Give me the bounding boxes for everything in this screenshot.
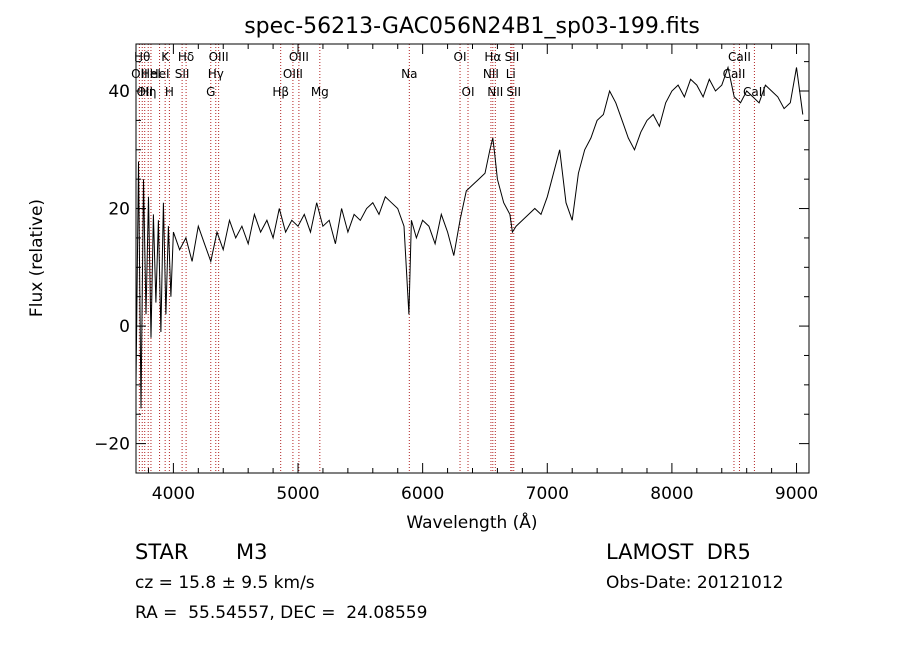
x-axis-ticks: 4000 5000 6000 7000 8000 9000 bbox=[147, 44, 818, 504]
y-tick-label: 0 bbox=[119, 317, 130, 337]
line-label-hθ: Hθ bbox=[134, 50, 150, 64]
line-label-caii: CaII bbox=[728, 50, 751, 64]
x-tick-label: 5000 bbox=[276, 484, 319, 504]
line-label-na: Na bbox=[401, 67, 417, 81]
survey-name: LAMOST DR5 bbox=[606, 540, 751, 564]
x-tick-label: 7000 bbox=[526, 484, 569, 504]
line-label-oi: OI bbox=[454, 50, 467, 64]
line-label-nii: NII bbox=[487, 85, 503, 99]
y-axis-label: Flux (relative) bbox=[27, 199, 47, 317]
line-label-hβ: Hβ bbox=[272, 85, 289, 99]
line-label-oii: OII bbox=[131, 67, 148, 81]
line-label-oiii: OIII bbox=[209, 50, 229, 64]
line-label-hei: HeI bbox=[141, 67, 161, 81]
x-tick-label: 4000 bbox=[152, 484, 195, 504]
x-tick-label: 6000 bbox=[401, 484, 444, 504]
x-tick-label: 9000 bbox=[775, 484, 818, 504]
line-label-sii: SII bbox=[506, 85, 521, 99]
object-class: STAR bbox=[135, 540, 189, 564]
y-tick-label: 40 bbox=[108, 82, 130, 102]
line-label-hδ: Hδ bbox=[178, 50, 194, 64]
line-label-oi: OI bbox=[462, 85, 475, 99]
line-label-hη: Hη bbox=[140, 85, 157, 99]
line-label-sii: SII bbox=[505, 50, 520, 64]
line-label-sii: SII bbox=[175, 67, 190, 81]
spectral-line-labels: OIIHθOIIHηHeIHeIKHSIIHδGHγOIIIHβOIIIOIII… bbox=[131, 50, 766, 99]
coordinates-text: RA = 55.54557, DEC = 24.08559 bbox=[135, 603, 428, 623]
y-axis-ticks: −20 0 20 40 bbox=[94, 61, 809, 455]
line-label-oiii: OIII bbox=[289, 50, 309, 64]
line-label-mg: Mg bbox=[311, 85, 329, 99]
x-tick-label: 8000 bbox=[650, 484, 693, 504]
y-tick-label: 20 bbox=[108, 200, 130, 220]
line-label-oii: OII bbox=[136, 85, 153, 99]
x-axis-label: Wavelength (Å) bbox=[406, 511, 537, 533]
line-label-hei: HeI bbox=[150, 67, 170, 81]
line-label-g: G bbox=[206, 85, 215, 99]
line-label-hα: Hα bbox=[484, 50, 501, 64]
redshift-text: cz = 15.8 ± 9.5 km/s bbox=[135, 573, 315, 593]
plot-frame bbox=[135, 43, 810, 474]
y-tick-label: −20 bbox=[94, 435, 130, 455]
observation-date: Obs-Date: 20121012 bbox=[606, 573, 784, 593]
line-label-k: K bbox=[161, 50, 170, 64]
chart-title: spec-56213-GAC056N24B1_sp03-199.fits bbox=[244, 14, 700, 39]
line-label-hγ: Hγ bbox=[208, 67, 224, 81]
line-label-li: Li bbox=[506, 67, 516, 81]
spectrum-line bbox=[135, 65, 804, 409]
line-label-caii: CaII bbox=[743, 85, 766, 99]
line-label-nii: NII bbox=[483, 67, 499, 81]
line-label-h: H bbox=[165, 85, 174, 99]
spectral-line-markers bbox=[138, 44, 755, 473]
object-subclass: M3 bbox=[236, 540, 268, 564]
line-label-oiii: OIII bbox=[283, 67, 303, 81]
